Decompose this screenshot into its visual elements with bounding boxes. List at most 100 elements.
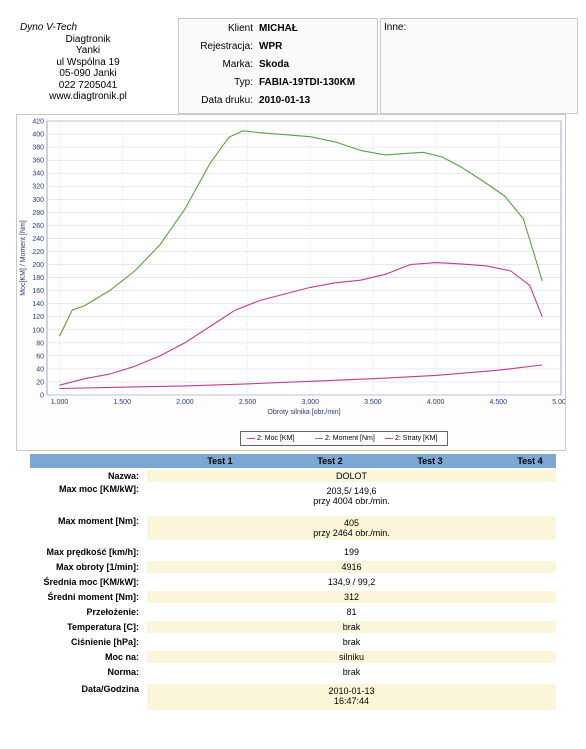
y-tick-label: 180 <box>32 275 44 282</box>
company-line: ul Wspólna 19 <box>56 56 120 68</box>
row-value-test2: 81 <box>147 606 556 618</box>
table-row: Temperatura [C]: brak <box>30 621 556 633</box>
column-header-test1: Test 1 <box>207 456 233 466</box>
value-line: 312 <box>343 592 360 602</box>
table-row: Max moc [KM/kW]: 203,5/ 149,6 przy 4004 ob… <box>30 484 556 508</box>
row-value-test2: 134,9 / 99,2 <box>147 576 556 588</box>
company-line: Yanki <box>75 45 101 56</box>
y-tick-label: 40 <box>36 366 44 373</box>
y-tick-label: 380 <box>32 145 44 152</box>
company-line: Diagtronik <box>65 33 111 45</box>
x-tick-label: 4.000 <box>427 399 445 406</box>
row-label: Przełożenie: <box>86 607 139 617</box>
y-tick-label: 140 <box>32 301 44 308</box>
table-row: Norma: brak <box>30 666 556 678</box>
y-tick-label: 400 <box>32 132 44 139</box>
client-value: Skoda <box>259 59 290 70</box>
table-row: Średni moment [Nm]: 312 <box>30 591 556 603</box>
row-label: Max obroty [1/min]: <box>55 562 139 572</box>
company-line: 022 7205041 <box>58 79 118 91</box>
y-tick-label: 300 <box>32 197 44 204</box>
y-tick-label: 100 <box>32 327 44 334</box>
table-row: Max prędkość [km/h]: 199 <box>30 546 556 558</box>
row-label: Nazwa: <box>107 471 139 481</box>
x-tick-label: 3.000 <box>302 399 320 406</box>
row-label: Norma: <box>107 667 139 677</box>
value-line: DOLOT <box>335 471 367 481</box>
legend-item-moc: 2: Moc [KM] <box>257 435 295 442</box>
row-label: Max moment [Nm]: <box>57 516 139 526</box>
series-straty-line <box>59 364 543 390</box>
y-tick-label: 20 <box>36 379 44 386</box>
x-tick-label: 1.500 <box>113 399 131 406</box>
y-tick-label: 0 <box>40 393 44 400</box>
y-tick-label: 80 <box>36 340 44 347</box>
value-line: 405 <box>343 518 360 528</box>
client-row: Data druku: 2010-01-13 <box>179 93 377 109</box>
dyno-chart: 0 20 40 60 80 100 120 140 160 180 200 220 240 260 280 3… <box>16 114 566 451</box>
company-brand: Dyno V-Tech <box>20 22 78 33</box>
row-label: Średni moment [Nm]: <box>47 592 139 602</box>
chart-svg: 0 20 40 60 80 100 120 140 160 180 200 220 240 260 280 3… <box>20 119 565 417</box>
client-value: FABIA-19TDI-130KM <box>259 77 356 88</box>
row-value-test2: 312 <box>147 591 556 603</box>
y-tick-label: 320 <box>32 184 44 191</box>
table-row: Max moment [Nm]: 405 przy 2464 obr./min. <box>30 516 556 540</box>
value-line: 199 <box>343 547 360 557</box>
row-value-test2: 405 przy 2464 obr./min. <box>147 516 556 540</box>
value-line: przy 4004 obr./min. <box>313 496 390 506</box>
company-line: 05-090 Janki <box>59 68 117 79</box>
client-key: Klient <box>227 23 253 34</box>
x-tick-label: 2.500 <box>239 399 257 406</box>
table-row: Moc na: silniku <box>30 651 556 663</box>
x-tick-label: 5.000 <box>552 399 565 406</box>
row-value-test2: 203,5/ 149,6 przy 4004 obr./min. <box>147 484 556 508</box>
legend-item-moment: 2: Moment [Nm] <box>325 435 375 442</box>
row-value-test2: silniku <box>147 651 556 663</box>
client-value: WPR <box>259 41 283 52</box>
y-tick-label: 60 <box>36 353 44 360</box>
row-value-test2: 4916 <box>147 561 556 573</box>
y-tick-label: 260 <box>32 223 44 230</box>
table-row: Max obroty [1/min]: 4916 <box>30 561 556 573</box>
notes-label: Inne: <box>384 22 407 33</box>
value-line: brak <box>342 637 361 647</box>
row-value-test2: 2010-01-13 16:47:44 <box>147 684 556 710</box>
client-key: Data druku: <box>201 95 253 106</box>
client-value: MICHAŁ <box>259 23 298 34</box>
company-info: Dyno V-Tech Diagtronik Yanki ul Wspólna … <box>8 22 168 103</box>
plot-area <box>46 120 562 396</box>
row-value-test2: brak <box>147 666 556 678</box>
value-line: brak <box>342 667 361 677</box>
value-line: silniku <box>338 652 364 662</box>
x-tick-label: 1.000 <box>51 399 69 406</box>
row-label: Max moc [KM/kW]: <box>58 484 139 494</box>
y-tick-label: 120 <box>32 314 44 321</box>
table-row: Średnia moc [KM/kW]: 134,9 / 99,2 <box>30 576 556 588</box>
row-label: Średnia moc [KM/kW]: <box>43 577 139 587</box>
series-moment-line <box>59 130 543 337</box>
value-line: 2010-01-13 <box>328 686 375 696</box>
client-row: Rejestracja: WPR <box>179 39 377 55</box>
row-label: Temperatura [C]: <box>67 622 139 632</box>
results-table: Test 1 Test 2 Test 3 Test 4 Nazwa: DOLOT M… <box>30 454 556 716</box>
value-line: 203,5/ 149,6 <box>326 486 377 496</box>
y-tick-label: 200 <box>32 262 44 269</box>
table-row: Przełożenie: 81 <box>30 606 556 618</box>
client-info-box: Klient MICHAŁ Rejestracja: WPR Marka: Sk… <box>178 18 378 114</box>
value-line: przy 2464 obr./min. <box>313 528 390 538</box>
client-key: Typ: <box>234 77 253 88</box>
company-website: www.diagtronik.pl <box>49 91 127 102</box>
y-tick-label: 240 <box>32 236 44 243</box>
value-line: brak <box>342 622 361 632</box>
client-key: Marka: <box>222 59 253 70</box>
x-tick-label: 4.500 <box>490 399 508 406</box>
y-tick-label: 220 <box>32 249 44 256</box>
y-axis-label: Moc[KM] / Moment [Nm] <box>20 220 27 296</box>
client-row: Klient MICHAŁ <box>179 21 377 37</box>
column-header-test3: Test 3 <box>417 456 443 466</box>
y-tick-label: 160 <box>32 288 44 295</box>
table-row: Data/Godzina 2010-01-13 16:47:44 <box>30 684 556 710</box>
y-tick-label: 280 <box>32 210 44 217</box>
row-label: Moc na: <box>104 652 139 662</box>
